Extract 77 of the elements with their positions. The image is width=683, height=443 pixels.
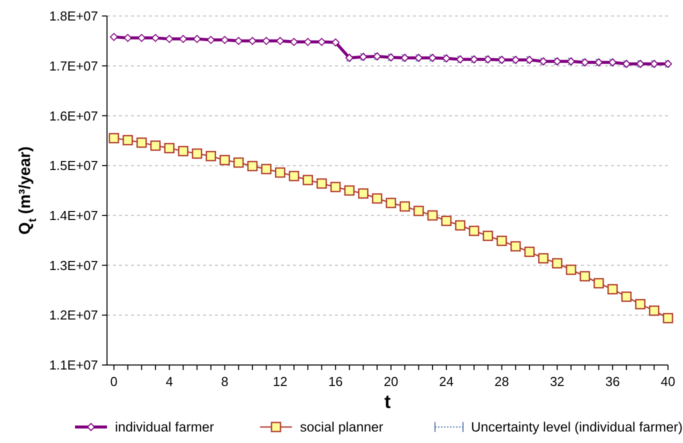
point xyxy=(662,312,674,324)
point xyxy=(122,134,133,146)
point xyxy=(276,36,284,45)
point xyxy=(330,182,341,192)
point xyxy=(400,201,410,212)
legend-label: social planner xyxy=(300,420,384,435)
point xyxy=(468,226,480,236)
point xyxy=(164,142,174,154)
x-tick-label: 24 xyxy=(439,374,454,389)
point xyxy=(288,170,300,182)
point xyxy=(441,216,452,226)
point xyxy=(261,164,272,174)
point xyxy=(332,38,340,46)
point xyxy=(607,284,618,294)
y-tick-label: 1.4E+07 xyxy=(49,208,98,223)
point xyxy=(538,253,548,264)
point xyxy=(552,258,562,268)
point xyxy=(275,167,286,178)
point xyxy=(510,241,521,252)
point xyxy=(386,198,396,208)
point xyxy=(150,140,161,151)
point xyxy=(192,148,202,159)
point xyxy=(649,306,660,316)
x-tick-label: 32 xyxy=(550,374,564,389)
point xyxy=(621,292,632,302)
point xyxy=(220,36,229,44)
y-tick-label: 1.8E+07 xyxy=(49,8,98,24)
point xyxy=(372,193,382,204)
x-axis-title: t xyxy=(384,392,392,413)
point xyxy=(110,32,118,41)
point xyxy=(304,38,312,46)
x-tick-label: 40 xyxy=(660,374,676,389)
point xyxy=(178,146,188,156)
x-tick-label: 36 xyxy=(605,374,620,389)
x-tick-label: 16 xyxy=(328,374,343,389)
point xyxy=(290,38,298,46)
point xyxy=(193,34,202,43)
point xyxy=(179,34,188,43)
point xyxy=(247,160,258,172)
point xyxy=(427,210,438,221)
legend-label: individual farmer xyxy=(115,420,215,435)
point xyxy=(524,246,535,257)
x-tick-label: 12 xyxy=(272,374,288,389)
x-tick-label: 0 xyxy=(110,374,118,389)
point xyxy=(594,278,604,288)
y-tick-label: 1.7E+07 xyxy=(49,58,98,74)
text: Uncertainty level (individual farmer) xyxy=(471,420,683,435)
point xyxy=(580,271,590,282)
point xyxy=(220,154,230,166)
y-tick-label: 1.5E+07 xyxy=(49,158,98,174)
x-tick-label: 20 xyxy=(384,374,398,389)
point xyxy=(302,174,313,186)
point xyxy=(496,236,507,246)
point xyxy=(136,137,147,148)
point xyxy=(455,220,466,231)
point xyxy=(108,133,120,144)
point xyxy=(262,36,270,45)
x-tick-label: 8 xyxy=(221,374,228,389)
point xyxy=(233,157,244,168)
x-tick-label: 4 xyxy=(166,374,173,389)
point xyxy=(316,178,327,189)
point xyxy=(635,299,646,310)
y-tick-label: 1.2E+07 xyxy=(49,308,98,323)
y-tick-label: 1.3E+07 xyxy=(49,258,98,273)
point xyxy=(206,36,215,44)
point xyxy=(566,264,576,275)
y-tick-label: 1.1E+07 xyxy=(49,358,98,373)
point xyxy=(138,34,146,42)
point xyxy=(124,34,132,42)
x-tick-label: 28 xyxy=(494,374,510,389)
point xyxy=(414,206,424,216)
point xyxy=(482,230,494,242)
point xyxy=(206,150,216,162)
point xyxy=(358,188,368,199)
point xyxy=(165,34,174,43)
y-tick-label: 1.6E+07 xyxy=(49,108,98,124)
point xyxy=(344,185,355,196)
